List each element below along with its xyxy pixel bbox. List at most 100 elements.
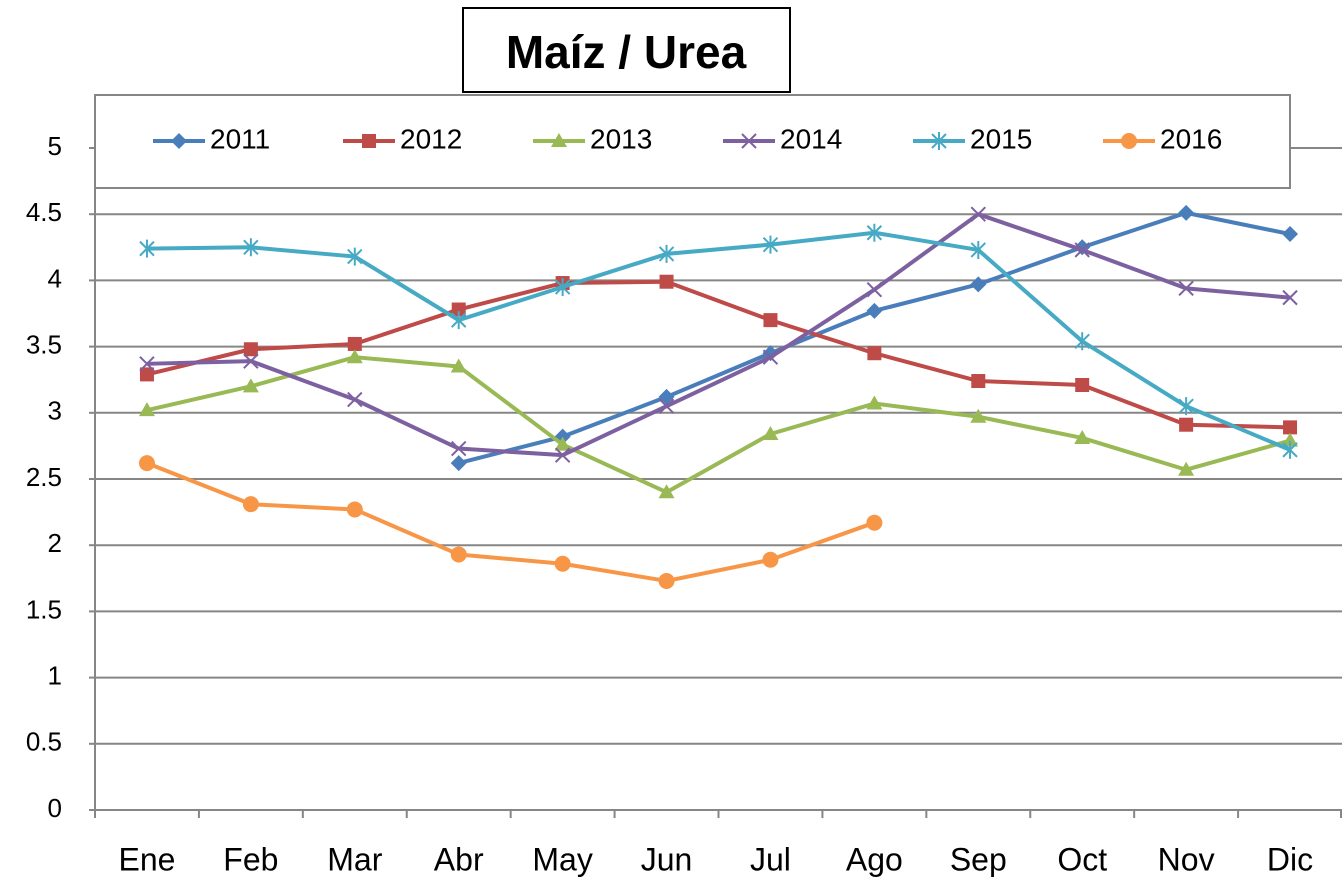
marker (658, 572, 675, 589)
marker (551, 133, 567, 147)
marker (866, 223, 883, 242)
marker (362, 134, 376, 148)
marker (1178, 397, 1194, 416)
y-tick-label: 1 (48, 660, 62, 690)
marker (970, 276, 987, 293)
legend-label: 2011 (210, 123, 270, 154)
marker (451, 440, 467, 457)
marker (1178, 204, 1195, 221)
marker (451, 311, 467, 330)
marker (171, 133, 187, 149)
marker (139, 239, 155, 258)
x-tick-label: Ene (118, 841, 175, 877)
marker (866, 302, 883, 319)
marker (658, 398, 675, 414)
title-box (462, 7, 791, 93)
y-tick-label: 0 (48, 793, 62, 823)
marker (1282, 289, 1298, 306)
y-tick-label: 2.5 (26, 462, 62, 492)
legend-label: 2016 (1160, 123, 1222, 154)
marker (1178, 461, 1195, 476)
marker (866, 514, 883, 531)
legend: 2011 2012 2013 2014 2015 2016 (94, 94, 1291, 189)
marker (658, 484, 675, 499)
marker (866, 395, 883, 410)
marker (1283, 420, 1298, 435)
series-line (146, 279, 1291, 430)
marker (554, 278, 571, 297)
marker (970, 240, 986, 259)
marker (451, 302, 466, 317)
marker (1282, 440, 1298, 459)
marker (347, 247, 363, 266)
marker (931, 132, 947, 150)
marker (659, 274, 674, 289)
y-tick-label: 3 (48, 396, 62, 426)
marker (243, 238, 259, 257)
marker (762, 349, 779, 365)
series-line (146, 355, 1291, 495)
x-tick-label: May (532, 841, 592, 877)
marker (970, 408, 987, 423)
marker (971, 374, 986, 389)
marker (242, 378, 259, 393)
marker (346, 349, 363, 364)
marker (762, 551, 779, 568)
legend-box (94, 94, 1291, 189)
series-line (146, 212, 1291, 458)
y-tick-label: 4 (48, 263, 62, 293)
y-tick-label: 5 (48, 131, 62, 161)
x-tick-label: Sep (950, 841, 1007, 877)
marker (347, 391, 363, 408)
marker (1074, 242, 1090, 258)
x-tick-label: Mar (327, 841, 382, 877)
legend-label: 2012 (400, 123, 462, 154)
marker (346, 501, 363, 518)
x-tick-label: Feb (223, 841, 278, 877)
marker (1074, 429, 1091, 444)
marker (450, 546, 467, 563)
marker (139, 367, 154, 382)
marker (347, 336, 362, 351)
marker (139, 356, 155, 372)
marker (970, 206, 986, 222)
marker (866, 281, 883, 298)
marker (243, 353, 259, 369)
marker (243, 342, 258, 357)
x-tick-label: Jul (750, 841, 791, 877)
y-tick-label: 1.5 (26, 594, 62, 624)
x-tick-label: Jun (641, 841, 693, 877)
legend-label: 2015 (970, 123, 1032, 154)
series-line (146, 230, 1291, 452)
marker (138, 402, 155, 417)
marker (763, 313, 778, 328)
marker (1074, 332, 1090, 351)
x-tick-label: Abr (434, 841, 484, 877)
legend-label: 2014 (780, 123, 842, 154)
marker (867, 346, 882, 361)
marker (762, 235, 779, 254)
legend-label: 2013 (590, 123, 652, 154)
marker (450, 455, 467, 472)
marker (762, 425, 779, 440)
marker (1282, 226, 1299, 243)
marker (1179, 417, 1194, 432)
x-tick-label: Ago (846, 841, 903, 877)
y-tick-label: 2 (48, 528, 62, 558)
marker (138, 455, 155, 472)
marker (1282, 432, 1299, 447)
marker (554, 555, 571, 572)
y-tick-label: 4.5 (26, 197, 62, 227)
y-tick-label: 0.5 (26, 727, 62, 757)
marker (1121, 133, 1137, 149)
marker (554, 447, 571, 463)
x-tick-label: Dic (1267, 841, 1313, 877)
series-line (458, 210, 1291, 466)
marker (450, 358, 467, 373)
series-line (146, 461, 876, 583)
marker (658, 244, 675, 263)
x-tick-label: Oct (1057, 841, 1107, 877)
marker (1075, 377, 1090, 392)
marker (741, 133, 757, 149)
